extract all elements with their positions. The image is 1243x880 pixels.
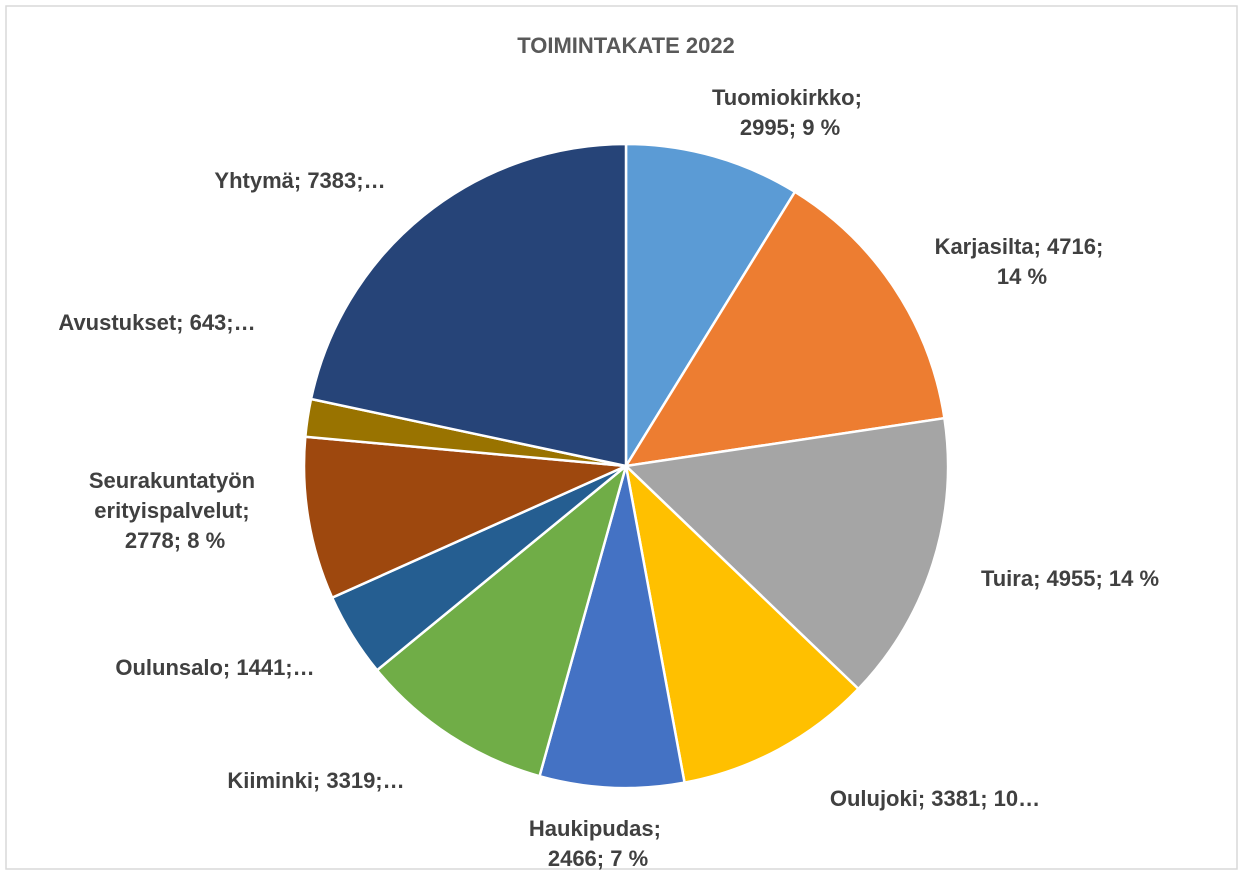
pie-slice [302,435,631,600]
chart-title: TOIMINTAKATE 2022 [517,33,735,58]
data-label: Seurakuntatyön erityispalvelut; 2778; 8 … [89,468,261,553]
data-label: Tuomiokirkko; 2995; 9 % [712,85,868,140]
data-label: Karjasilta; 4716; 14 % [935,234,1110,289]
data-label: Haukipudas; 2466; 7 % [529,816,667,871]
data-label: Oulunsalo; 1441;… [115,655,314,680]
pie-slice [309,142,628,468]
pie-slice [623,416,950,691]
data-label: Oulujoki; 3381; 10… [830,786,1040,811]
pie-slice [375,462,629,778]
data-label: Avustukset; 643;… [58,310,255,335]
pie-slice [537,465,686,790]
pie-slice [624,462,861,785]
pie-slice [624,142,797,471]
data-label: Kiiminki; 3319;… [227,768,404,793]
data-label: Yhtymä; 7383;… [214,168,385,193]
pie-slice [623,190,946,468]
data-label: Tuira; 4955; 14 % [981,566,1159,591]
